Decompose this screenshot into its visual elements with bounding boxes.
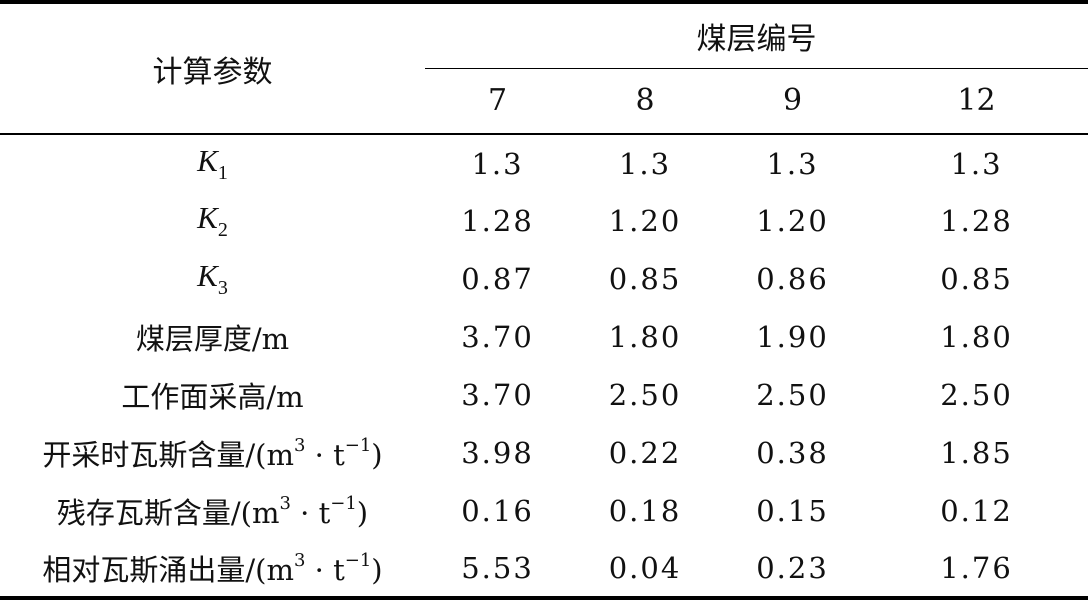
table-row: 工作面采高/m 3.70 2.50 2.50 2.50: [0, 366, 1088, 424]
subscript: 3: [217, 277, 228, 299]
table-cell: 1.80: [608, 320, 682, 354]
table-cell: 0.22: [608, 436, 682, 470]
table-row: 残存瓦斯含量/(m3 · t−1) 0.16 0.18 0.15 0.12: [0, 482, 1088, 540]
table-row: 开采时瓦斯含量/(m3 · t−1) 3.98 0.22 0.38 1.85: [0, 424, 1088, 482]
table-cell: 3.70: [461, 378, 534, 412]
table-cell: 1.3: [950, 146, 1003, 181]
unit-open: (m: [255, 553, 294, 587]
table-cell: 0.04: [608, 551, 682, 585]
table-row: 相对瓦斯涌出量/(m3 · t−1) 5.53 0.04 0.23 1.76: [0, 540, 1088, 598]
unit-exponent: 3: [293, 435, 306, 456]
symbol-k: K: [197, 142, 218, 178]
unit-close: ): [356, 496, 369, 530]
table-cell: 1.76: [940, 551, 1013, 585]
unit-exponent: 3: [279, 493, 291, 514]
unit-exponent: −1: [330, 493, 357, 514]
row-label: 煤层厚度/m: [135, 322, 290, 356]
table-cell: 1.3: [766, 146, 819, 181]
row-label: K2: [0, 192, 425, 250]
table-cell: 0.87: [461, 262, 534, 296]
table-body: K1 1.3 1.3 1.3 1.3 K2 1.28 1.20 1.20 1.2…: [0, 134, 1088, 598]
row-label: K3: [0, 250, 425, 308]
table-cell: 2.50: [608, 378, 682, 412]
subscript: 2: [217, 219, 228, 241]
seam-header: 9: [782, 83, 803, 119]
seam-group-header: 煤层编号: [425, 2, 1088, 69]
table-row: 煤层厚度/m 3.70 1.80 1.90 1.80: [0, 308, 1088, 366]
unit-open: (m: [255, 438, 294, 472]
table-cell: 0.18: [608, 494, 682, 528]
table-row: K2 1.28 1.20 1.20 1.28: [0, 192, 1088, 250]
table-cell: 1.20: [608, 204, 682, 238]
table-cell: 1.90: [756, 320, 829, 354]
row-label: 工作面采高/m: [121, 380, 304, 414]
row-label: 残存瓦斯含量/(m3 · t−1): [0, 482, 425, 540]
table-cell: 1.20: [756, 204, 829, 238]
label-text: 残存瓦斯含量/: [56, 496, 241, 530]
unit-mid: · t: [290, 496, 331, 530]
unit-close: ): [371, 438, 383, 472]
param-column-header: 计算参数: [0, 2, 425, 135]
unit-exponent: 3: [293, 550, 306, 571]
unit-close: ): [371, 553, 383, 587]
table-cell: 0.38: [756, 436, 829, 470]
unit-exponent: −1: [344, 435, 372, 456]
table-cell: 1.80: [940, 320, 1013, 354]
table-cell: 0.86: [756, 262, 829, 296]
table-cell: 1.85: [940, 436, 1013, 470]
table-cell: 0.23: [756, 551, 829, 585]
symbol-k: K: [197, 200, 218, 235]
table-cell: 2.50: [756, 378, 829, 412]
table-cell: 1.3: [618, 146, 672, 181]
subscript: 1: [217, 161, 228, 184]
table-cell: 2.50: [940, 378, 1013, 412]
table-cell: 0.85: [608, 262, 682, 296]
symbol-k: K: [197, 258, 218, 293]
table-cell: 0.16: [461, 494, 534, 528]
row-label: 开采时瓦斯含量/(m3 · t−1): [0, 424, 425, 482]
label-text: 相对瓦斯涌出量/: [42, 553, 256, 587]
row-label: K1: [0, 134, 425, 192]
table-cell: 0.12: [940, 494, 1013, 528]
label-text: 开采时瓦斯含量/: [42, 438, 256, 472]
unit-exponent: −1: [344, 550, 372, 571]
unit-mid: · t: [305, 553, 345, 587]
table-cell: 5.53: [461, 551, 534, 585]
table-row: K1 1.3 1.3 1.3 1.3: [0, 134, 1088, 192]
unit-mid: · t: [305, 438, 345, 472]
table-cell: 0.15: [756, 494, 829, 528]
seam-header: 12: [957, 83, 996, 119]
seam-header: 8: [635, 83, 655, 119]
table-cell: 1.3: [471, 146, 524, 181]
table-header: 计算参数 煤层编号 7 8 9 12: [0, 2, 1088, 135]
table-cell: 0.85: [940, 262, 1013, 296]
table-cell: 1.28: [940, 204, 1013, 238]
table-cell: 3.98: [461, 436, 534, 470]
row-label: 相对瓦斯涌出量/(m3 · t−1): [0, 540, 425, 598]
table-row: K3 0.87 0.85 0.86 0.85: [0, 250, 1088, 308]
unit-open: (m: [240, 496, 280, 530]
seam-header: 7: [487, 83, 508, 119]
table-cell: 1.28: [461, 204, 534, 238]
table-cell: 3.70: [461, 320, 534, 354]
